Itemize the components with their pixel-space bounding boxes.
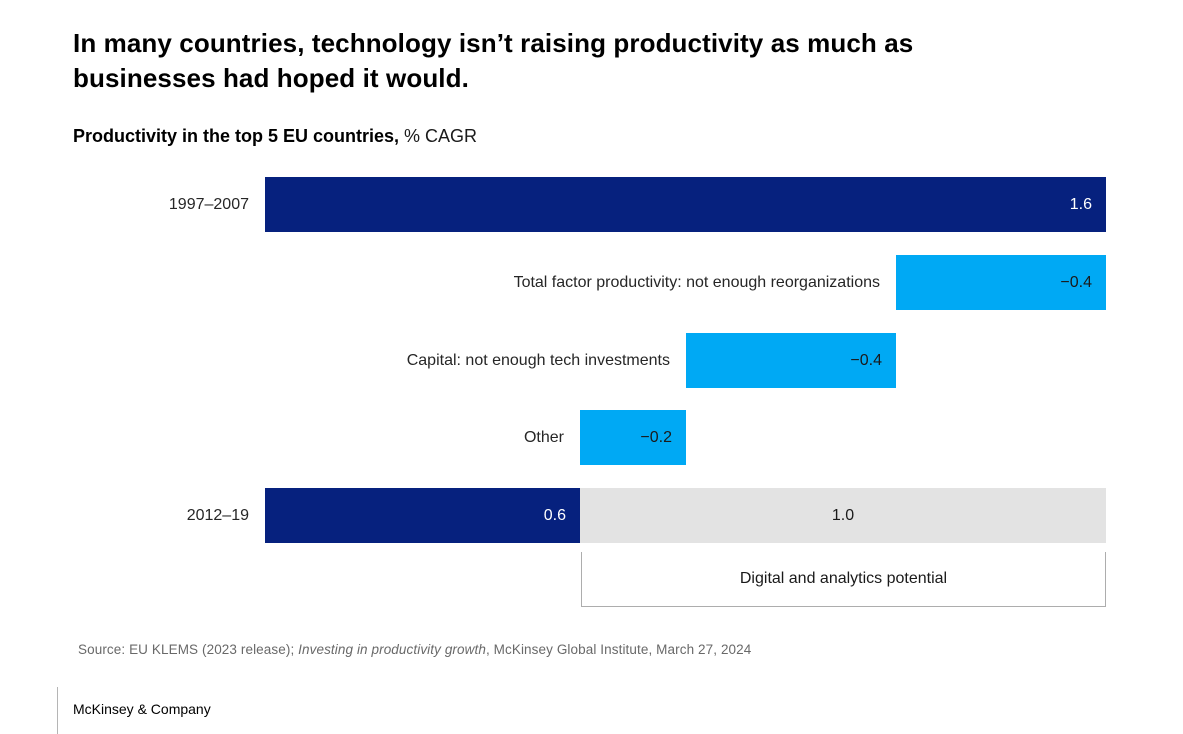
bar-value-label: 1.0 [831, 507, 855, 524]
brand-footer: McKinsey & Company [73, 701, 211, 717]
bar-segment: 1.0 [580, 488, 1106, 543]
bar-segment: −0.4 [896, 255, 1106, 310]
bar-segment: −0.2 [580, 410, 686, 465]
source-prefix: Source: EU KLEMS (2023 release); [78, 642, 299, 657]
row-label: Capital: not enough tech investments [406, 352, 670, 369]
bar-value-label: −0.2 [640, 429, 672, 446]
potential-bracket: Digital and analytics potential [581, 552, 1106, 607]
chart-subtitle: Productivity in the top 5 EU countries, … [73, 126, 477, 147]
source-report-title: Investing in productivity growth [298, 642, 486, 657]
bar-value-label: 1.6 [1069, 196, 1092, 213]
bar-value-label: 0.6 [543, 507, 566, 524]
title-line-1: In many countries, technology isn’t rais… [73, 28, 914, 58]
bar-segment: 1.6 [265, 177, 1106, 232]
row-label: Total factor productivity: not enough re… [513, 274, 880, 291]
footer-divider [57, 687, 58, 734]
row-label: Other [523, 429, 564, 446]
chart-subtitle-bold: Productivity in the top 5 EU countries, [73, 126, 400, 146]
source-note: Source: EU KLEMS (2023 release); Investi… [78, 642, 751, 657]
title-line-2: businesses had hoped it would. [73, 63, 469, 93]
bar-segment: −0.4 [686, 333, 896, 388]
bar-value-label: −0.4 [1060, 274, 1092, 291]
source-suffix: , McKinsey Global Institute, March 27, 2… [485, 642, 752, 657]
row-label: 1997–2007 [168, 196, 249, 213]
bar-segment: 0.6 [265, 488, 580, 543]
exhibit-title: In many countries, technology isn’t rais… [73, 26, 1033, 96]
bar-value-label: −0.4 [850, 352, 882, 369]
chart-subtitle-unit: % CAGR [399, 126, 478, 146]
bracket-label: Digital and analytics potential [739, 570, 948, 587]
row-label: 2012–19 [186, 507, 249, 524]
